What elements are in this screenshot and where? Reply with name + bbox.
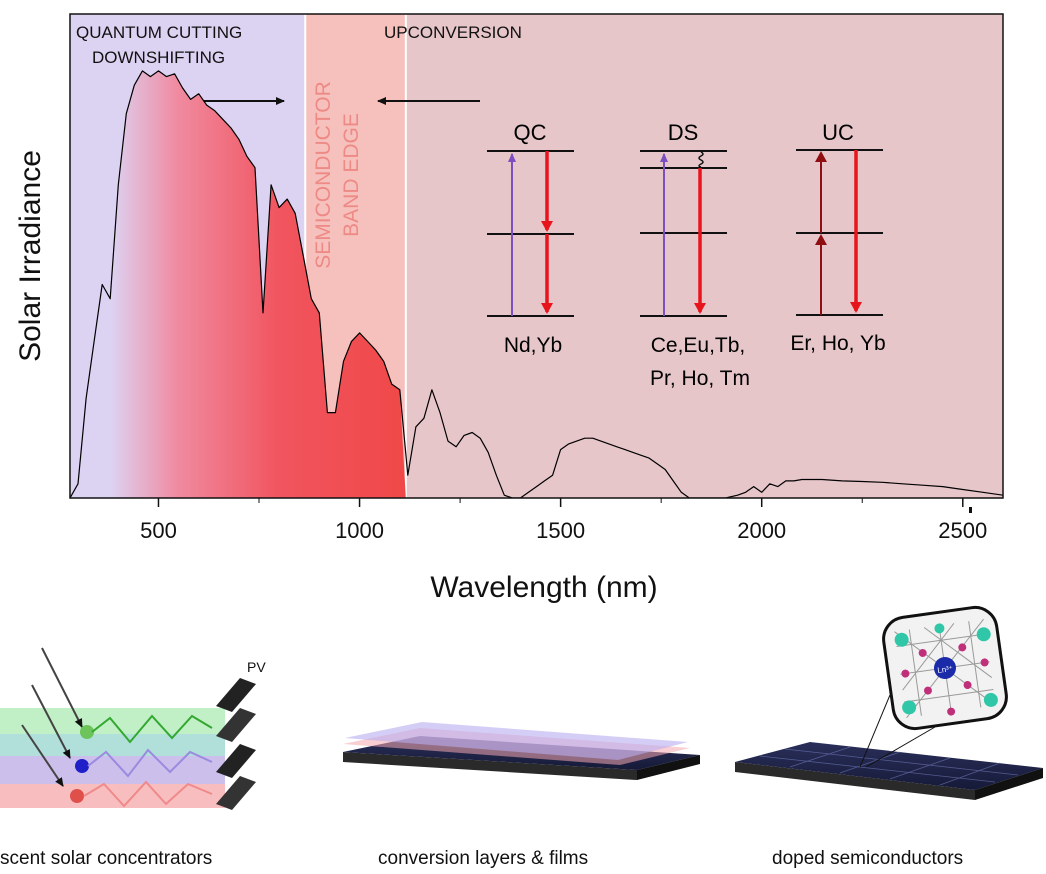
ds-relaxation-squiggle bbox=[698, 151, 704, 168]
doped-panel-side bbox=[735, 762, 975, 800]
zoom-line-1 bbox=[859, 694, 891, 768]
pv-cell-3 bbox=[216, 744, 256, 778]
zoom-line-2 bbox=[865, 726, 936, 768]
x-tick-label: 1500 bbox=[536, 518, 585, 543]
lsc-incident-ray-2 bbox=[31, 684, 71, 759]
caption-doped: doped semiconductors bbox=[772, 848, 964, 869]
spectrum-fill bbox=[70, 70, 406, 498]
teal-atom bbox=[976, 627, 991, 642]
qc-ions: Nd,Yb bbox=[504, 334, 562, 357]
ds-diagram: DS Ce,Eu,Tb, Pr, Ho, Tm bbox=[640, 120, 750, 390]
film-illustration bbox=[343, 722, 700, 780]
teal-atom bbox=[894, 632, 909, 647]
lsc-green-dye bbox=[80, 725, 94, 739]
uc-diagram: UC Er, Ho, Yb bbox=[790, 120, 885, 355]
pv-label: PV bbox=[247, 659, 266, 675]
ds-ions-line1: Ce,Eu,Tb, bbox=[651, 334, 746, 357]
stray-dot bbox=[969, 507, 972, 513]
doped-panel-grid bbox=[759, 746, 1019, 786]
uc-ions: Er, Ho, Yb bbox=[790, 332, 885, 355]
pink-atom bbox=[918, 648, 927, 657]
lsc-purple-layer bbox=[0, 756, 225, 784]
x-tick-label: 1000 bbox=[335, 518, 384, 543]
lsc-blue-dye bbox=[75, 759, 89, 773]
film-purple-layer bbox=[345, 722, 688, 760]
pink-atom bbox=[947, 707, 956, 716]
teal-atom bbox=[934, 623, 945, 634]
region-labels: QUANTUM CUTTING DOWNSHIFTING UPCONVERSIO… bbox=[76, 23, 522, 269]
uc-title: UC bbox=[822, 120, 854, 145]
lsc-red-path bbox=[83, 780, 213, 808]
caption-lsc: scent solar concentrators bbox=[0, 848, 213, 869]
x-axis-ticks: 500 1000 1500 2000 2500 bbox=[140, 498, 987, 543]
caption-films: conversion layers & films bbox=[378, 848, 589, 869]
doped-panel-top bbox=[735, 742, 1043, 790]
pink-atom bbox=[923, 686, 932, 695]
doped-panel-end bbox=[975, 768, 1043, 800]
lsc-incident-ray-3 bbox=[21, 724, 64, 787]
lsc-illustration: PV bbox=[0, 647, 266, 810]
plot-frame bbox=[69, 13, 1004, 499]
band-edge-label-line1: SEMICONDUCTOR bbox=[312, 81, 335, 268]
pink-atom bbox=[958, 643, 967, 652]
qc-diagram: QC Nd,Yb bbox=[487, 120, 574, 357]
energy-diagrams: QC Nd,Yb DS Ce,Eu,Tb, Pr, Ho, Tm UC bbox=[487, 120, 886, 390]
upconversion-label: UPCONVERSION bbox=[384, 23, 522, 42]
x-tick-label: 500 bbox=[140, 518, 177, 543]
film-panel-side bbox=[343, 752, 637, 780]
ln-ion bbox=[934, 657, 956, 679]
lsc-incident-ray-1 bbox=[41, 647, 83, 728]
x-tick-label: 2500 bbox=[938, 518, 987, 543]
pink-atom bbox=[963, 681, 972, 690]
ds-title: DS bbox=[668, 120, 699, 145]
teal-atom bbox=[902, 700, 917, 715]
region-upconversion bbox=[405, 14, 1003, 498]
pink-atom bbox=[901, 669, 910, 678]
lsc-pink-layer bbox=[0, 784, 225, 808]
band-edge-label-line2: BAND EDGE bbox=[340, 113, 363, 237]
film-panel-end bbox=[637, 755, 700, 780]
spectrum-line bbox=[70, 70, 1003, 498]
qc-ds-label-line2: DOWNSHIFTING bbox=[92, 48, 225, 67]
pv-cell-2 bbox=[216, 708, 256, 742]
teal-atom bbox=[983, 692, 998, 707]
lsc-purple-path bbox=[87, 748, 213, 778]
ds-ions-line2: Pr, Ho, Tm bbox=[650, 367, 750, 390]
lsc-green-path bbox=[91, 714, 213, 744]
pv-cell-1 bbox=[216, 678, 256, 712]
doped-illustration: Ln³⁺ bbox=[735, 605, 1043, 800]
pv-cell-4 bbox=[216, 776, 256, 810]
pink-atom bbox=[980, 658, 989, 667]
lsc-red-dye bbox=[70, 789, 84, 803]
x-tick-label: 2000 bbox=[737, 518, 786, 543]
lsc-teal-layer bbox=[0, 734, 225, 756]
qc-title: QC bbox=[514, 120, 547, 145]
ln-ion-label: Ln³⁺ bbox=[937, 664, 954, 675]
qc-ds-label-line1: QUANTUM CUTTING bbox=[76, 23, 242, 42]
x-axis-label: Wavelength (nm) bbox=[430, 571, 657, 604]
y-axis-label: Solar Irradiance bbox=[14, 150, 47, 362]
